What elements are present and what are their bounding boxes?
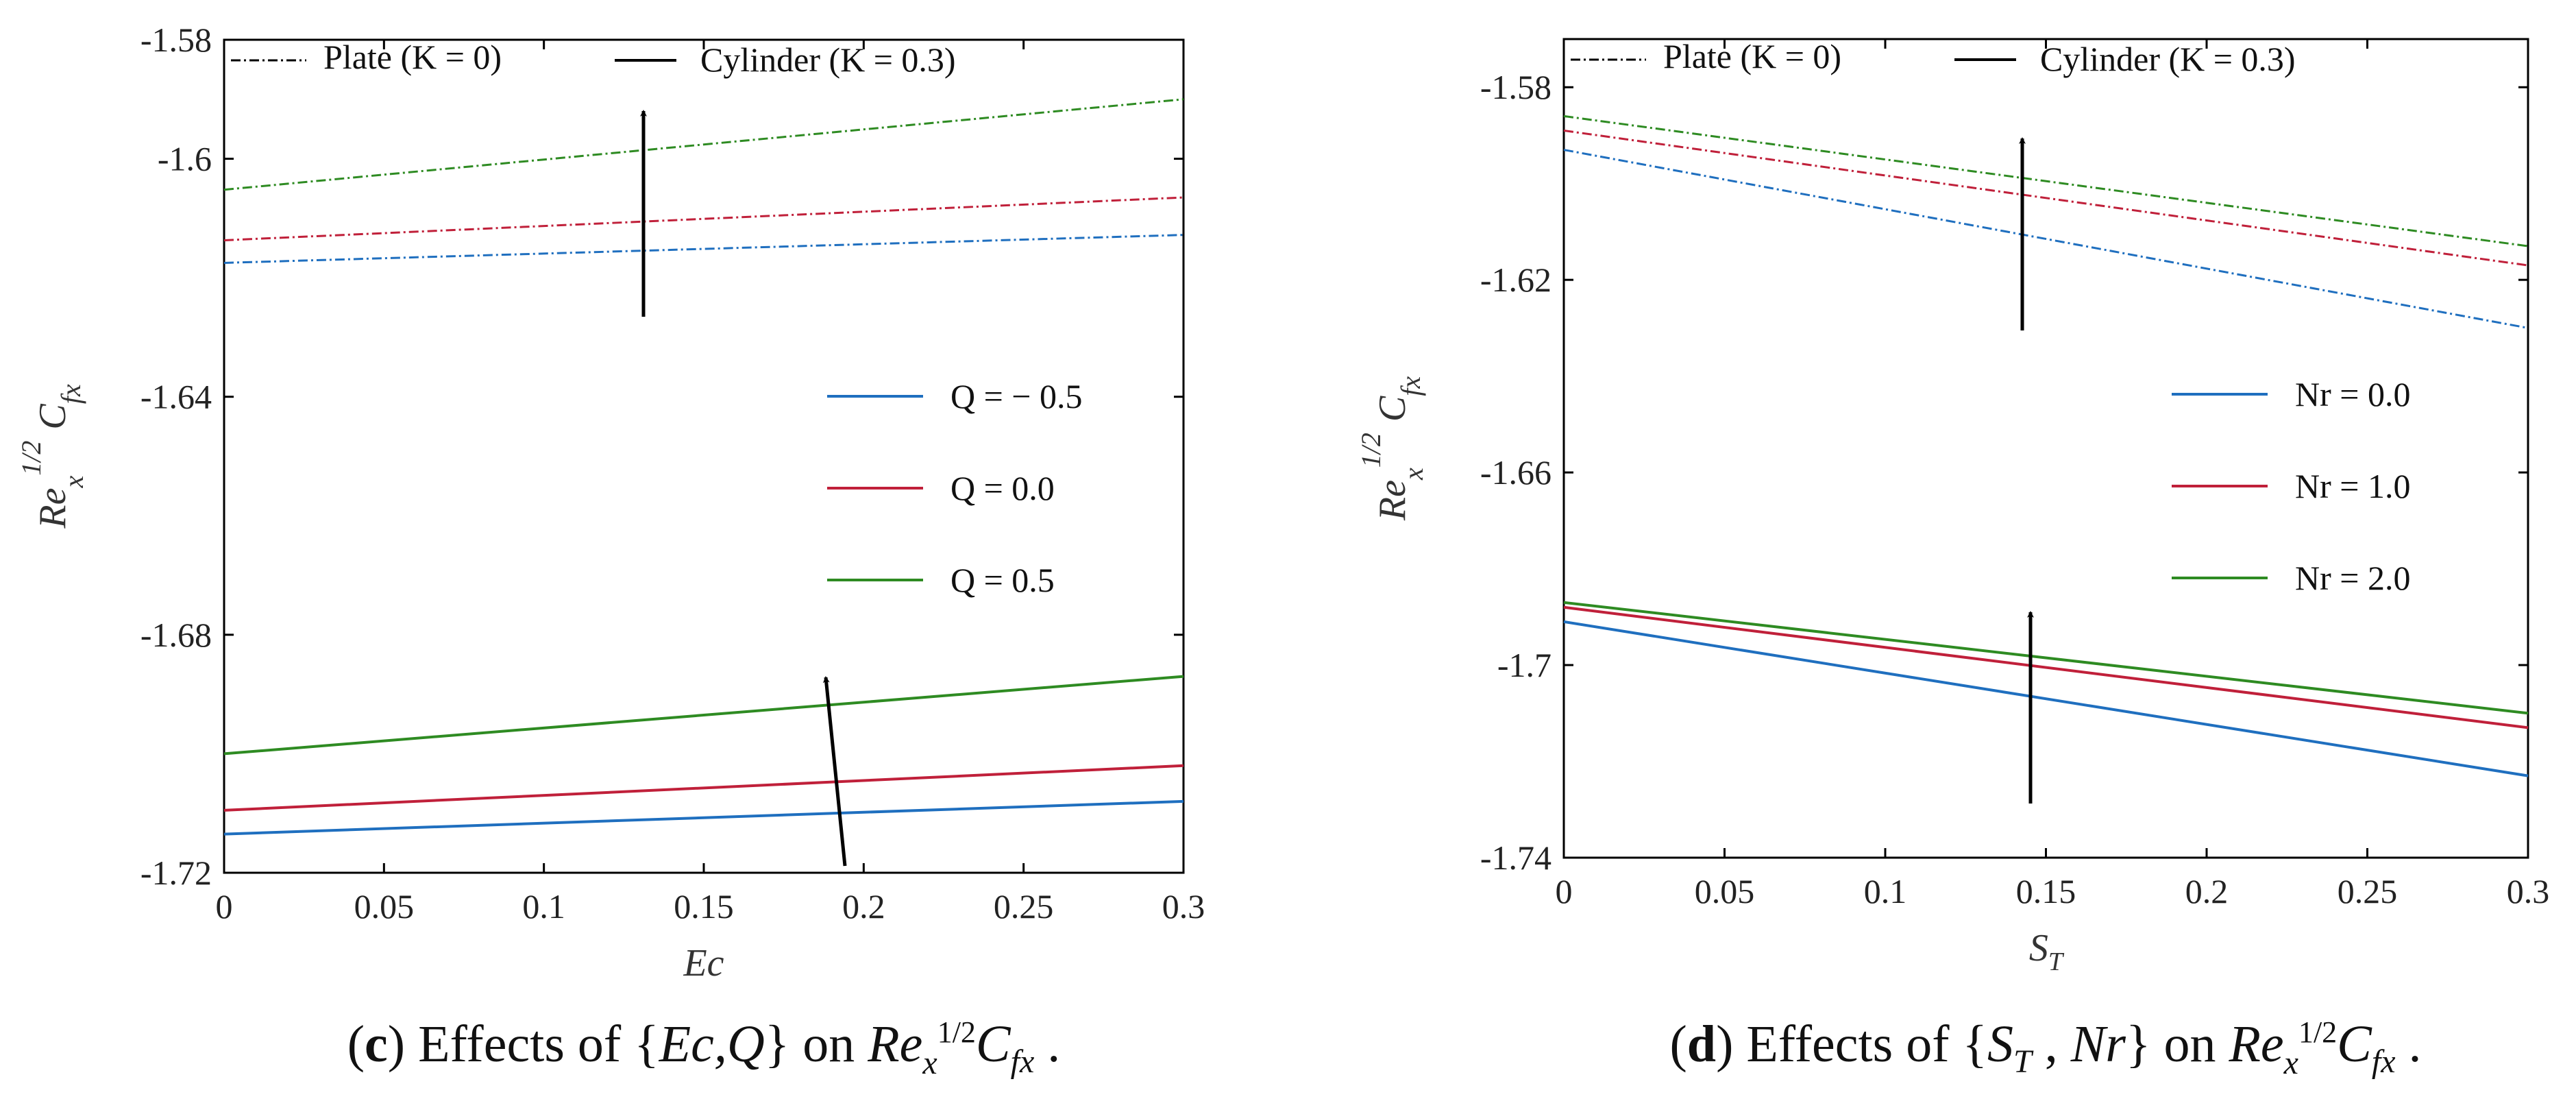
series-line-plate-2 [1563, 114, 2529, 247]
series-line-plate-1 [1563, 129, 2529, 267]
x-tick-label: 0.05 [354, 887, 415, 926]
y-tick-label: -1.66 [1480, 453, 1551, 492]
y-tick-label: -1.64 [140, 378, 212, 416]
legend-series-label: Nr = 0.0 [2295, 375, 2410, 413]
series-line-plate-2 [223, 98, 1184, 191]
y-tick-label: -1.72 [140, 854, 212, 892]
legend-series-label: Q = 0.0 [950, 469, 1055, 507]
x-tick-label: 0.1 [1864, 872, 1907, 910]
y-axis-label: Rex1/2Cfx [1356, 376, 1429, 521]
legend-plate-label: Plate (K = 0) [323, 38, 502, 76]
plot-frame [1562, 38, 2529, 859]
x-axis-label: Ec [683, 942, 724, 985]
series-line-cylinder-2 [1563, 601, 2529, 715]
y-tick-label: -1.74 [1480, 838, 1551, 877]
figure-caption: (c) Effects of {Ec,Q} on Rex1/2Cfx . [347, 1015, 1061, 1081]
x-tick-label: 0 [1556, 872, 1573, 910]
figure-caption: (d) Effects of {ST , Nr} on Rex1/2Cfx . [1669, 1015, 2421, 1081]
legend-series-label: Q = 0.5 [950, 561, 1055, 599]
x-tick-label: 0.15 [674, 887, 734, 926]
x-axis-label: ST [2029, 927, 2065, 976]
x-tick-label: 0.15 [2016, 872, 2076, 910]
x-tick-label: 0.2 [2185, 872, 2229, 910]
legend-series-label: Q = − 0.5 [950, 377, 1083, 415]
plot-frame [223, 38, 1185, 874]
series-line-cylinder-2 [223, 675, 1184, 756]
legend-cylinder-label: Cylinder (K = 0.3) [2040, 40, 2296, 78]
x-tick-label: 0.3 [1162, 887, 1205, 926]
series-line-cylinder-1 [1563, 605, 2529, 729]
series-line-cylinder-0 [1563, 620, 2529, 777]
legend-cylinder-label: Cylinder (K = 0.3) [700, 40, 956, 79]
x-tick-label: 0.25 [2338, 872, 2398, 910]
y-tick-label: -1.58 [1480, 68, 1551, 106]
y-axis-label: Rex1/2Cfx [16, 384, 89, 529]
x-tick-label: 0.1 [522, 887, 565, 926]
x-tick-label: 0.3 [2507, 872, 2550, 910]
y-tick-label: -1.62 [1480, 261, 1551, 299]
legend-series-label: Nr = 2.0 [2295, 559, 2410, 597]
x-tick-label: 0.05 [1695, 872, 1755, 910]
series-line-plate-0 [223, 234, 1184, 264]
x-tick-label: 0 [216, 887, 233, 926]
y-tick-label: -1.6 [158, 140, 212, 178]
series-line-plate-0 [1563, 149, 2529, 329]
x-tick-label: 0.25 [994, 887, 1054, 926]
series-line-plate-1 [223, 196, 1184, 241]
series-line-cylinder-0 [223, 799, 1184, 836]
y-tick-label: -1.68 [140, 616, 212, 654]
y-tick-label: -1.7 [1497, 646, 1551, 684]
chart-panel-d: 0 0.05 0.1 0.15 0.2 0.25 0.3 -1.58 -1.62 -1.66 -1.… [1356, 37, 2549, 1081]
legend-plate-label: Plate (K = 0) [1663, 37, 1841, 75]
x-tick-label: 0.2 [842, 887, 885, 926]
y-tick-label: -1.58 [140, 21, 212, 59]
legend-series-label: Nr = 1.0 [2295, 467, 2410, 505]
chart-panel-c: 0 0.05 0.1 0.15 0.2 0.25 0.3 -1.58 -1.6 -1.64 -1.6… [16, 21, 1205, 1081]
series-line-cylinder-1 [223, 764, 1184, 812]
trend-arrow [822, 676, 847, 867]
